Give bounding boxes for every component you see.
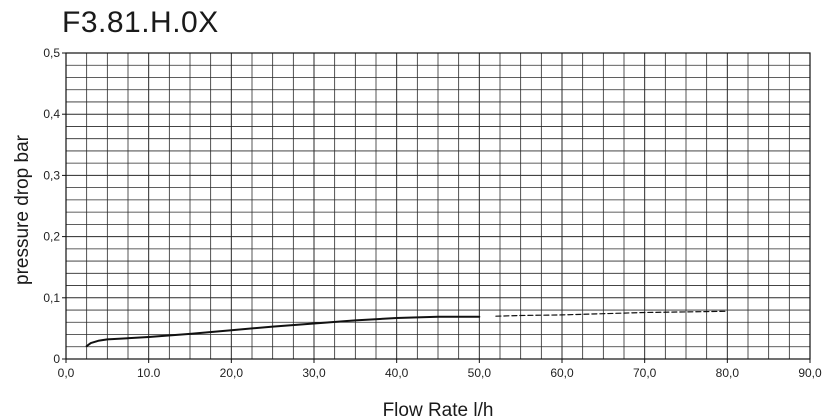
y-tick-label: 0,4 — [43, 107, 60, 121]
x-tick-label: 30,0 — [302, 366, 326, 380]
x-tick-label: 40,0 — [385, 366, 409, 380]
plot-frame — [65, 52, 811, 360]
y-axis-label: pressure drop bar — [12, 134, 33, 285]
x-tick-label: 60,0 — [550, 366, 574, 380]
axes — [62, 52, 811, 363]
x-axis-label: Flow Rate l/h — [383, 400, 494, 420]
y-tick-label: 0,2 — [43, 230, 60, 244]
x-tick-label: 0,0 — [58, 366, 75, 380]
x-tick-label: 80,0 — [716, 366, 740, 380]
x-tick-label: 50,0 — [468, 366, 492, 380]
chart-title: F3.81.H.0X — [62, 6, 219, 39]
x-tick-label: 90,0 — [798, 366, 822, 380]
x-axis-ticks: 0,0 10.0 20,0 30,0 40,0 50,0 60,0 70,0 80,0 90,0 — [58, 366, 822, 380]
series-line-solid — [85, 315, 481, 348]
data-series — [85, 310, 728, 348]
minor-gridlines — [66, 53, 810, 359]
x-tick-label: 70,0 — [633, 366, 657, 380]
y-tick-label: 0,1 — [43, 291, 60, 305]
series-line-dashed — [495, 310, 728, 317]
x-tick-label: 10.0 — [137, 366, 161, 380]
y-tick-label: 0,5 — [43, 46, 60, 60]
y-tick-label: 0,3 — [43, 168, 60, 182]
y-tick-label: 0 — [53, 352, 60, 366]
x-tick-label: 20,0 — [220, 366, 244, 380]
y-axis-ticks: 0 0,1 0,2 0,3 0,4 0,5 — [43, 46, 60, 366]
